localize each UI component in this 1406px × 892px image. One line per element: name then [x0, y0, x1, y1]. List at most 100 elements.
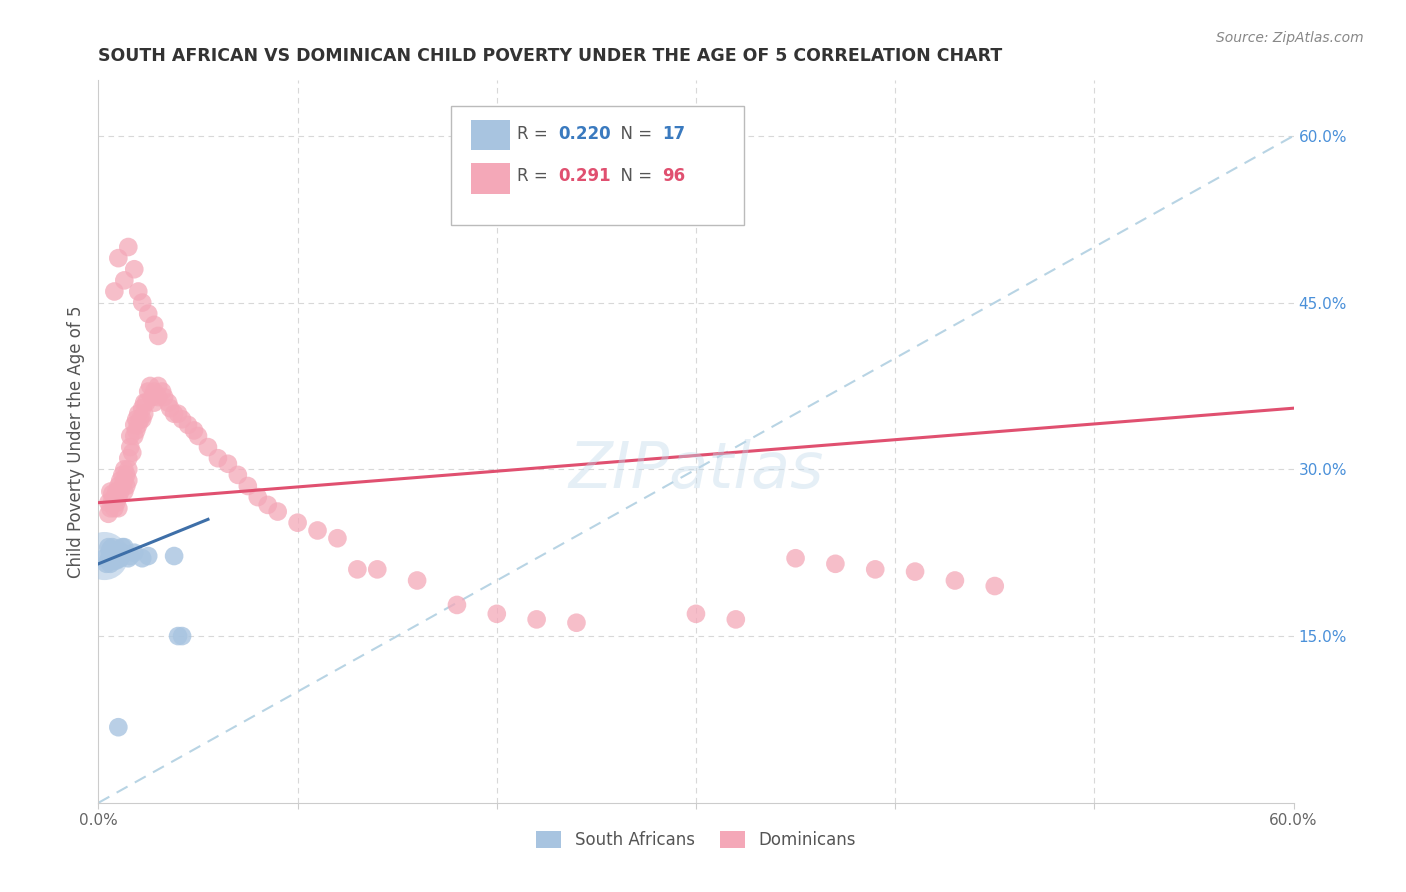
FancyBboxPatch shape	[471, 163, 509, 194]
Point	[124, 417, 146, 432]
Point	[177, 417, 200, 432]
Point	[131, 401, 153, 416]
Point	[183, 424, 205, 438]
Point	[105, 553, 128, 567]
Text: N =: N =	[610, 125, 657, 143]
Point	[143, 384, 166, 399]
Point	[97, 507, 120, 521]
Text: 0.220: 0.220	[558, 125, 612, 143]
Point	[103, 501, 125, 516]
Point	[101, 487, 124, 501]
Legend: South Africans, Dominicans: South Africans, Dominicans	[530, 824, 862, 856]
Point	[117, 462, 139, 476]
Point	[326, 531, 349, 545]
Point	[148, 329, 170, 343]
Point	[406, 574, 429, 588]
Point	[112, 462, 135, 476]
Point	[98, 542, 122, 557]
Point	[197, 440, 219, 454]
Point	[943, 574, 966, 588]
Point	[105, 484, 128, 499]
Point	[143, 318, 166, 332]
Point	[226, 467, 249, 482]
Point	[131, 412, 153, 426]
Point	[246, 490, 269, 504]
Point	[157, 395, 180, 409]
Point	[136, 549, 159, 563]
Text: 0.291: 0.291	[558, 168, 612, 186]
Point	[112, 273, 135, 287]
Point	[526, 612, 548, 626]
Text: 17: 17	[662, 125, 686, 143]
Point	[163, 549, 186, 563]
Point	[143, 395, 166, 409]
Point	[107, 479, 129, 493]
Point	[256, 498, 278, 512]
Text: 96: 96	[662, 168, 686, 186]
Point	[120, 429, 142, 443]
Point	[366, 562, 388, 576]
Point	[121, 445, 143, 459]
Point	[112, 484, 135, 499]
Point	[97, 553, 120, 567]
Point	[134, 407, 156, 421]
Point	[115, 479, 138, 493]
Point	[172, 412, 194, 426]
Point	[187, 429, 209, 443]
Point	[111, 479, 134, 493]
Point	[101, 551, 124, 566]
Point	[97, 496, 120, 510]
Point	[129, 412, 152, 426]
Point	[167, 629, 190, 643]
Text: Source: ZipAtlas.com: Source: ZipAtlas.com	[1216, 31, 1364, 45]
Point	[287, 516, 309, 530]
Point	[96, 557, 118, 571]
Point	[120, 440, 142, 454]
FancyBboxPatch shape	[471, 120, 509, 151]
Point	[125, 424, 148, 438]
Point	[446, 598, 468, 612]
Point	[98, 484, 122, 499]
Point	[98, 549, 122, 563]
Point	[167, 407, 190, 421]
Point	[120, 549, 142, 563]
Point	[124, 546, 146, 560]
Point	[103, 546, 125, 560]
Point	[98, 501, 122, 516]
Text: R =: R =	[517, 168, 553, 186]
Point	[131, 551, 153, 566]
FancyBboxPatch shape	[451, 105, 744, 225]
Point	[485, 607, 508, 621]
Point	[110, 551, 132, 566]
Point	[111, 546, 134, 560]
Point	[172, 629, 194, 643]
Point	[107, 551, 129, 566]
Point	[207, 451, 229, 466]
Point	[103, 490, 125, 504]
Point	[117, 451, 139, 466]
Point	[124, 262, 146, 277]
Point	[127, 417, 149, 432]
Point	[267, 505, 290, 519]
Point	[865, 562, 887, 576]
Point	[148, 390, 170, 404]
Point	[136, 384, 159, 399]
Point	[101, 540, 124, 554]
Point	[236, 479, 259, 493]
Point	[103, 553, 125, 567]
Point	[153, 390, 176, 404]
Point	[127, 407, 149, 421]
Y-axis label: Child Poverty Under the Age of 5: Child Poverty Under the Age of 5	[66, 305, 84, 578]
Point	[785, 551, 807, 566]
Point	[148, 379, 170, 393]
Text: ZIPatlas: ZIPatlas	[568, 440, 824, 501]
Text: R =: R =	[517, 125, 553, 143]
Point	[136, 307, 159, 321]
Point	[107, 251, 129, 265]
Point	[125, 412, 148, 426]
Point	[824, 557, 846, 571]
Point	[107, 490, 129, 504]
Point	[134, 395, 156, 409]
Point	[93, 549, 115, 563]
Point	[112, 540, 135, 554]
